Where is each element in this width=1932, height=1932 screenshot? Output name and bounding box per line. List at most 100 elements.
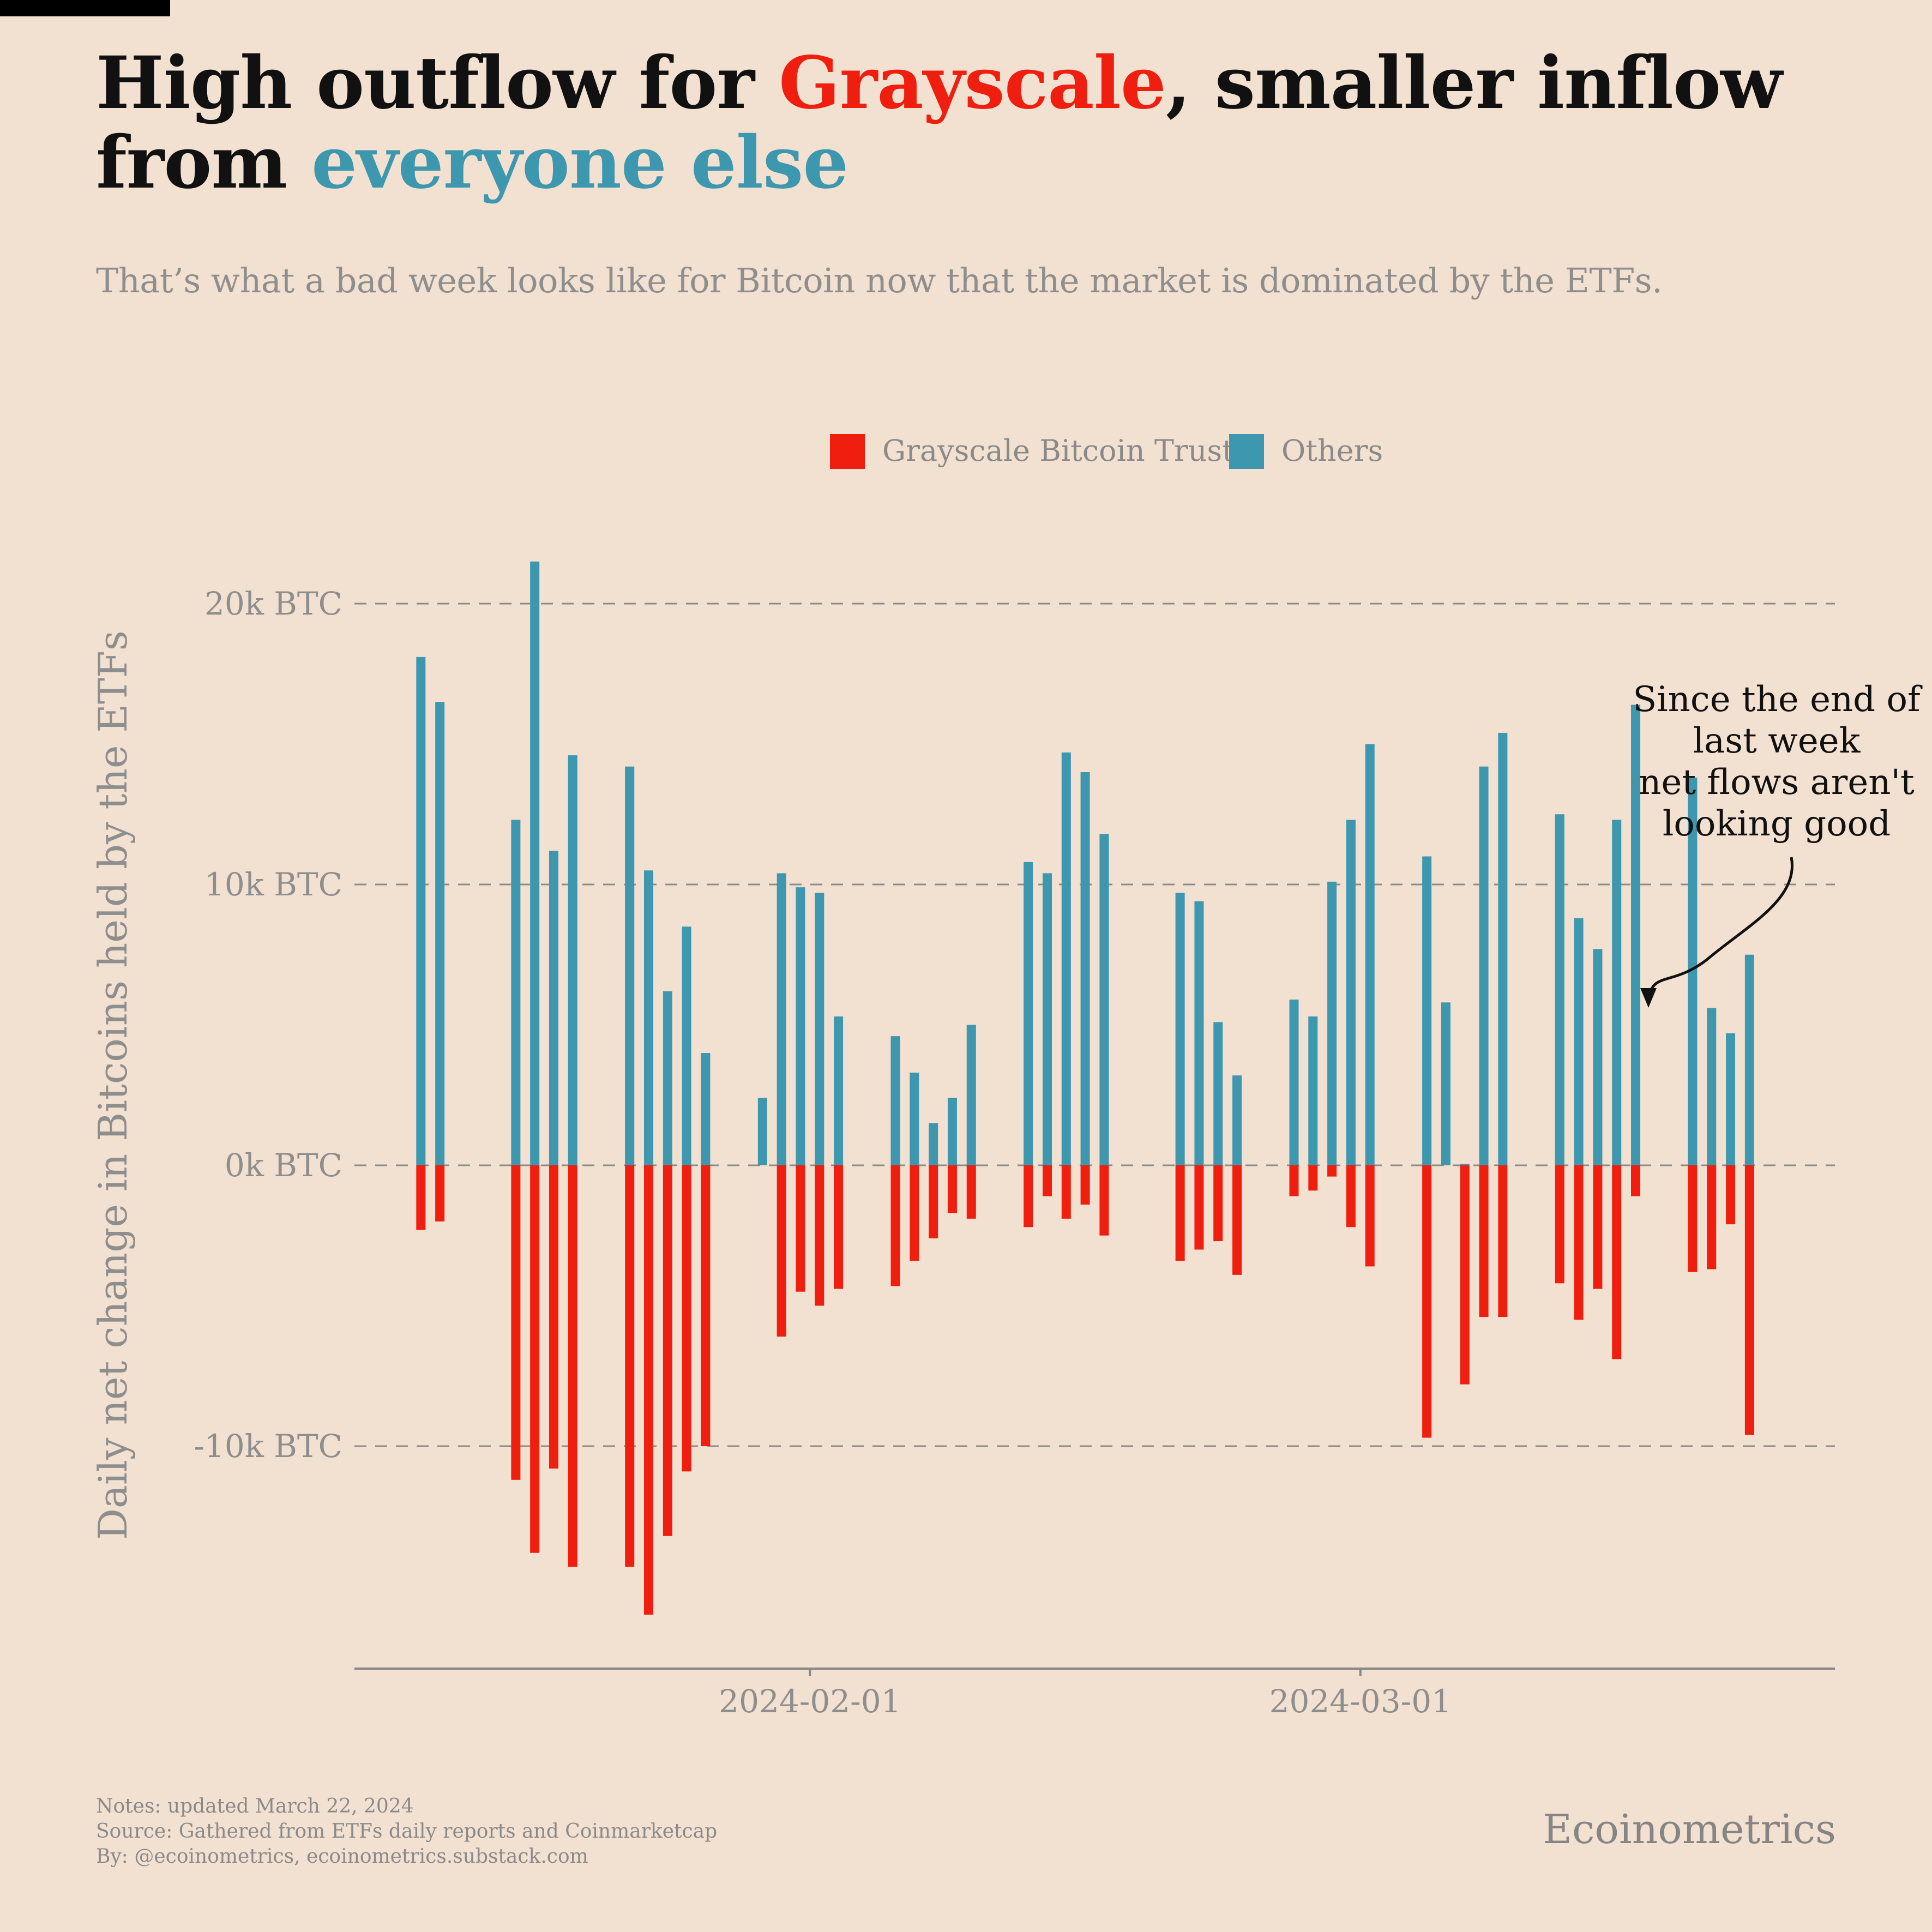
y-tick-label: 20k BTC [204,585,342,622]
y-tick-label: 10k BTC [204,866,342,903]
annotation-line: Since the end of [1633,679,1923,720]
x-axis-ticks: 2024-02-01 2024-03-01 [719,1669,1452,1720]
bar-others [435,702,445,1165]
bar-grayscale [1024,1165,1033,1227]
bar-grayscale [511,1165,521,1480]
corner-tab [0,0,170,16]
annotation: Since the end of last week net flows aren'… [1633,679,1923,1008]
bar-grayscale [1460,1165,1470,1385]
bar-others [1688,778,1698,1165]
bar-grayscale [1099,1165,1109,1236]
bar-others [1574,918,1584,1165]
footer-notes: Notes: updated March 22, 2024 [96,1795,414,1817]
footer: Notes: updated March 22, 2024 Source: Ga… [96,1794,717,1869]
bar-others [834,1016,844,1165]
bar-others [1593,949,1603,1165]
bar-others [910,1073,919,1165]
bar-grayscale [549,1165,558,1469]
bar-others [1024,862,1033,1165]
bar-grayscale [663,1165,672,1536]
annotation-arrowhead [1640,988,1657,1008]
bar-others [1498,732,1508,1165]
bar-grayscale [1365,1165,1375,1267]
bar-grayscale [815,1165,824,1306]
bar-grayscale [1726,1165,1736,1225]
title-part1: High outflow for [96,41,779,125]
bar-others [549,851,558,1165]
bar-grayscale [1232,1165,1242,1275]
title-highlight-others: everyone else [311,121,848,205]
y-tick-label: 0k BTC [225,1147,342,1184]
bar-grayscale [1080,1165,1090,1205]
bar-grayscale [929,1165,938,1238]
bar-grayscale [966,1165,976,1219]
y-tick-label: -10k BTC [194,1428,342,1465]
bar-others [530,561,540,1165]
bar-others [1194,901,1204,1165]
title-part3: from [96,121,311,205]
bar-grayscale [834,1165,844,1289]
bar-grayscale [625,1165,635,1567]
bar-others [1232,1075,1242,1165]
bar-grayscale [1707,1165,1717,1269]
bar-others [682,926,691,1165]
bar-others [1213,1022,1223,1165]
bar-others [966,1025,976,1165]
bar-grayscale [890,1165,900,1286]
chart-title: High outflow for Grayscale, smaller infl… [96,44,1841,203]
bar-grayscale [947,1165,957,1213]
bar-others [1346,820,1356,1165]
bar-others [568,755,577,1165]
annotation-line: last week [1693,721,1861,761]
bar-others [1061,752,1071,1165]
bar-grayscale [1308,1165,1318,1191]
bar-others [947,1098,957,1165]
bar-grayscale [1422,1165,1432,1438]
bar-others [777,873,786,1165]
bar-grayscale [1593,1165,1603,1289]
bar-others [1308,1016,1318,1165]
bar-others [1422,856,1432,1165]
bar-others [644,870,654,1165]
footer-source: Source: Gathered from ETFs daily reports… [96,1820,718,1843]
bar-grayscale [796,1165,805,1292]
grid [354,603,1835,1447]
bar-others [1080,772,1090,1165]
bar-grayscale [1175,1165,1185,1261]
bar-grayscale [682,1165,691,1472]
bar-grayscale [701,1165,711,1446]
bar-grayscale [777,1165,786,1337]
brand-logo-text: Ecoinometrics [1542,1806,1836,1853]
bar-others [625,766,635,1165]
bar-others [1631,705,1641,1165]
bar-grayscale [1498,1165,1508,1317]
bar-grayscale [1327,1165,1337,1177]
bar-others [1365,744,1375,1165]
bar-others [1460,1164,1470,1165]
x-tick-label: 2024-03-01 [1269,1683,1452,1720]
bar-others [1707,1008,1717,1165]
bar-others [1479,766,1489,1165]
bar-grayscale [435,1165,445,1221]
chart-subtitle: That’s what a bad week looks like for Bi… [96,261,1663,300]
legend-swatch-grayscale [830,434,865,469]
bar-others [1327,881,1337,1165]
bar-others [1289,1000,1299,1165]
annotation-text: Since the end of last week net flows aren'… [1633,679,1923,844]
x-tick-label: 2024-02-01 [719,1683,901,1720]
bar-grayscale [1194,1165,1204,1250]
bar-others [416,657,426,1165]
bar-grayscale [1346,1165,1356,1227]
bar-grayscale [1555,1165,1564,1284]
bar-grayscale [530,1165,540,1553]
annotation-line: looking good [1663,804,1891,844]
bar-grayscale [1744,1165,1754,1435]
legend-swatch-others [1229,434,1264,469]
bar-grayscale [1061,1165,1071,1219]
title-part2: , smaller inflow [1165,41,1783,125]
bar-others [663,991,672,1165]
annotation-arrow [1647,857,1793,1001]
bar-grayscale [1631,1165,1641,1196]
bar-grayscale [910,1165,919,1261]
bar-others [929,1123,938,1165]
